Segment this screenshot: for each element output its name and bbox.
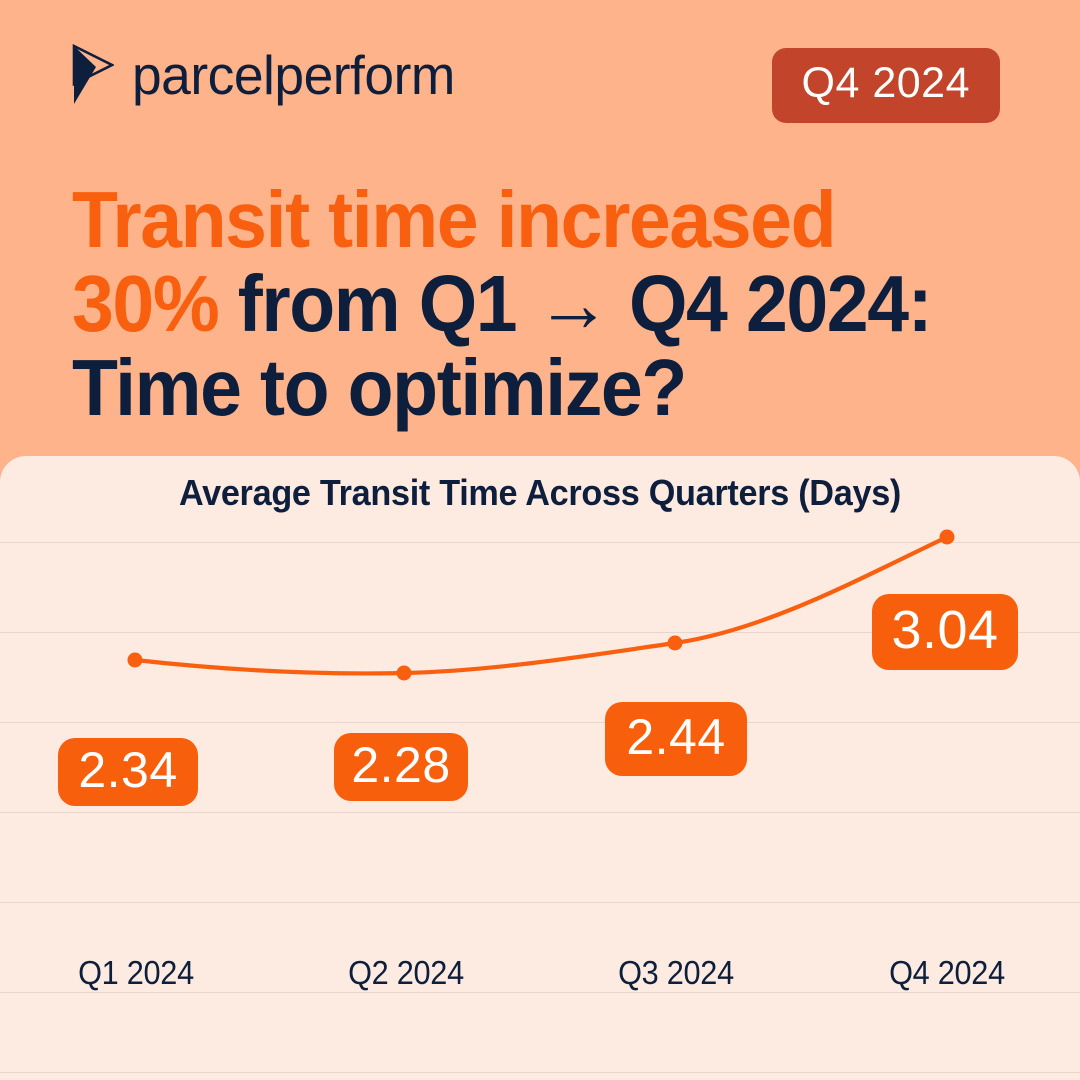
x-axis-label-q3: Q3 2024	[618, 954, 734, 991]
headline-line-3: Time to optimize?	[72, 343, 687, 432]
chart-panel: Average Transit Time Across Quarters (Da…	[0, 456, 1080, 1080]
data-point-q3	[667, 635, 683, 651]
chart-title: Average Transit Time Across Quarters (Da…	[178, 472, 902, 513]
data-point-q1	[127, 652, 143, 668]
gridline	[0, 902, 1080, 903]
value-label-q1: 2.34	[58, 738, 198, 806]
x-axis-label-q4: Q4 2024	[889, 954, 1005, 991]
chart-gridlines	[0, 456, 1080, 1080]
gridline	[0, 722, 1080, 723]
x-axis-label-q2: Q2 2024	[348, 954, 464, 991]
value-label-q4: 3.04	[872, 594, 1018, 670]
headline-highlight-percent: 30%	[72, 259, 220, 348]
quarter-badge: Q4 2024	[771, 48, 1000, 123]
gridline	[0, 632, 1080, 633]
page-title: Transit time increased 30% from Q1 → Q4 …	[72, 178, 965, 430]
headline-line-2: from Q1 → Q4 2024:	[218, 259, 933, 348]
gridline	[0, 542, 1080, 543]
brand-logo: parcelperform	[72, 44, 465, 106]
brand-name: parcelperform	[132, 43, 455, 106]
gridline	[0, 992, 1080, 993]
data-point-q4	[939, 529, 955, 545]
header-section: parcelperform Q4 2024 Transit time incre…	[0, 0, 1080, 456]
data-line-series-1	[132, 534, 950, 676]
line-chart-plot	[127, 529, 955, 681]
headline-line-1: Transit time increased	[72, 175, 837, 264]
gridline	[0, 1072, 1080, 1073]
gridline	[0, 812, 1080, 813]
data-point-q2	[396, 665, 412, 681]
x-axis-label-q1: Q1 2024	[78, 954, 194, 991]
parcelperform-triangle-logo-icon	[72, 44, 114, 104]
value-label-q2: 2.28	[334, 733, 468, 801]
value-label-q3: 2.44	[605, 702, 747, 776]
